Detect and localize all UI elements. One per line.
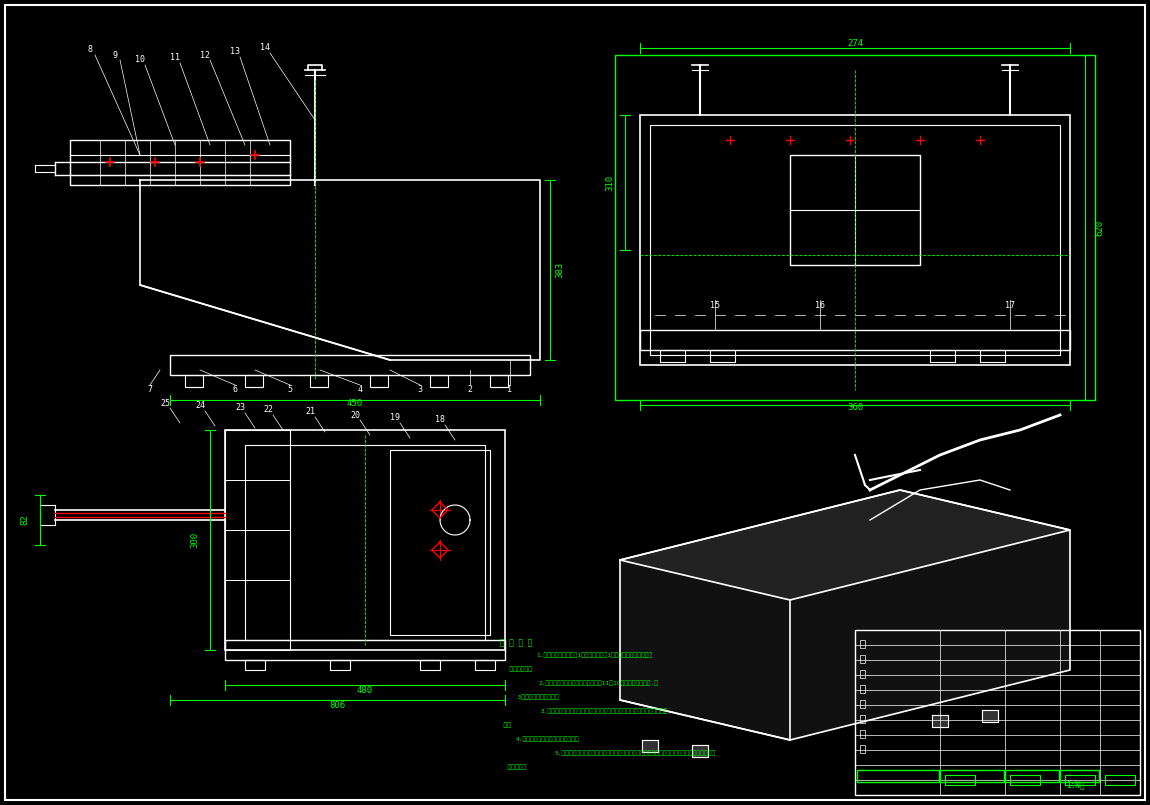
Text: 6: 6 (232, 386, 238, 394)
Text: 23: 23 (235, 403, 245, 412)
Text: 480: 480 (356, 686, 373, 695)
Bar (641, 330, 1070, 350)
Bar (860, 745, 865, 753)
Text: 24: 24 (196, 402, 205, 411)
Bar (860, 700, 865, 708)
Bar (430, 375, 449, 387)
Text: 3、其他、主供图定等。: 3、其他、主供图定等。 (509, 694, 558, 700)
Bar (185, 375, 204, 387)
Text: 360: 360 (846, 403, 862, 412)
Polygon shape (620, 490, 1070, 600)
Text: 12: 12 (200, 51, 210, 60)
Text: 21: 21 (305, 407, 315, 416)
Polygon shape (692, 745, 708, 757)
Bar (310, 375, 328, 387)
Bar (790, 155, 920, 265)
Text: 4: 4 (358, 386, 362, 394)
Bar (945, 775, 975, 785)
Text: 纸制完零标。: 纸制完零标。 (503, 666, 532, 671)
Text: 806: 806 (329, 700, 345, 709)
Polygon shape (982, 710, 998, 722)
Text: 620: 620 (1096, 220, 1104, 236)
Text: 10: 10 (135, 56, 145, 64)
Bar (710, 350, 735, 362)
Text: 20: 20 (350, 411, 360, 419)
Text: 1.机台零部件管壁厚度1毫克规格、壁厚1、尚有零部件规格均按图: 1.机台零部件管壁厚度1毫克规格、壁厚1、尚有零部件规格均按图 (537, 652, 653, 658)
Bar (660, 350, 685, 362)
Text: 310: 310 (606, 175, 614, 191)
Text: 22: 22 (263, 406, 273, 415)
Bar (225, 640, 505, 660)
Bar (475, 660, 494, 670)
Text: 技 术 要 求: 技 术 要 求 (500, 638, 532, 647)
Polygon shape (932, 715, 948, 727)
Bar (70, 155, 290, 175)
Bar (860, 655, 865, 663)
Text: 8: 8 (87, 46, 92, 55)
Bar (245, 660, 264, 670)
Text: 头。: 头。 (496, 722, 511, 728)
Bar (860, 670, 865, 678)
Bar (245, 375, 263, 387)
Text: 9: 9 (113, 51, 117, 60)
Text: 19: 19 (390, 414, 400, 423)
Text: 18: 18 (435, 415, 445, 424)
Bar (615, 55, 1095, 400)
Polygon shape (140, 180, 540, 360)
Polygon shape (620, 490, 1070, 740)
Text: 7: 7 (147, 386, 153, 394)
Bar (857, 770, 940, 782)
Bar (225, 430, 505, 650)
Bar (1105, 775, 1135, 785)
Text: 3.零件尺寸下，精精度尺寸下一分，尺寸公差符合整管精度结构规格结构图: 3.零件尺寸下，精精度尺寸下一分，尺寸公差符合整管精度结构规格结构图 (540, 708, 668, 713)
Text: 5: 5 (288, 386, 292, 394)
Bar (980, 350, 1005, 362)
Bar (1060, 770, 1099, 782)
Text: 5.其他，若机制大件大，大一规大大大大大大大大大大大大大大大大大大大大大大大大大大大大: 5.其他，若机制大件大，大一规大大大大大大大大大大大大大大大大大大大大大大大大大… (554, 750, 715, 756)
Bar (70, 140, 290, 185)
Text: 2.零件精度等级符置规定下，公精度11、1G、类型、规定、图.图: 2.零件精度等级符置规定下，公精度11、1G、类型、规定、图.图 (538, 680, 658, 686)
Bar (1005, 770, 1059, 782)
Bar (650, 125, 1060, 355)
Bar (860, 730, 865, 738)
Text: 450: 450 (347, 398, 363, 407)
Text: 2: 2 (468, 386, 473, 394)
Bar (854, 630, 1140, 795)
Text: 13: 13 (230, 47, 240, 56)
Bar (641, 115, 1070, 365)
Text: 4.零件管不一少大，大、合规大分。: 4.零件管不一少大，大、合规大分。 (515, 736, 580, 741)
Text: 17: 17 (1005, 300, 1015, 309)
Text: 300: 300 (191, 532, 199, 548)
Bar (1010, 775, 1040, 785)
Text: 14: 14 (260, 43, 270, 52)
Bar (940, 770, 1004, 782)
Bar (170, 355, 530, 375)
Text: 82: 82 (21, 514, 30, 526)
Text: 274: 274 (846, 39, 862, 48)
Text: 11: 11 (170, 53, 181, 63)
Bar (420, 660, 440, 670)
Text: 25: 25 (160, 398, 170, 407)
Bar (860, 685, 865, 693)
Bar (490, 375, 508, 387)
Bar (330, 660, 350, 670)
Bar (225, 430, 290, 650)
Text: 15: 15 (710, 300, 720, 309)
Bar (390, 450, 490, 635)
Bar (245, 445, 485, 640)
Polygon shape (642, 740, 658, 752)
Text: 3: 3 (417, 386, 422, 394)
Bar (1065, 775, 1095, 785)
Bar (370, 375, 388, 387)
Bar (930, 350, 954, 362)
Bar (860, 640, 865, 648)
Bar (860, 715, 865, 723)
Text: 1:N比: 1:N比 (1066, 781, 1084, 790)
Text: 大，大等。: 大，大等。 (500, 764, 527, 770)
Text: 383: 383 (555, 262, 565, 278)
Text: 1: 1 (507, 386, 513, 394)
Text: 16: 16 (815, 300, 825, 309)
